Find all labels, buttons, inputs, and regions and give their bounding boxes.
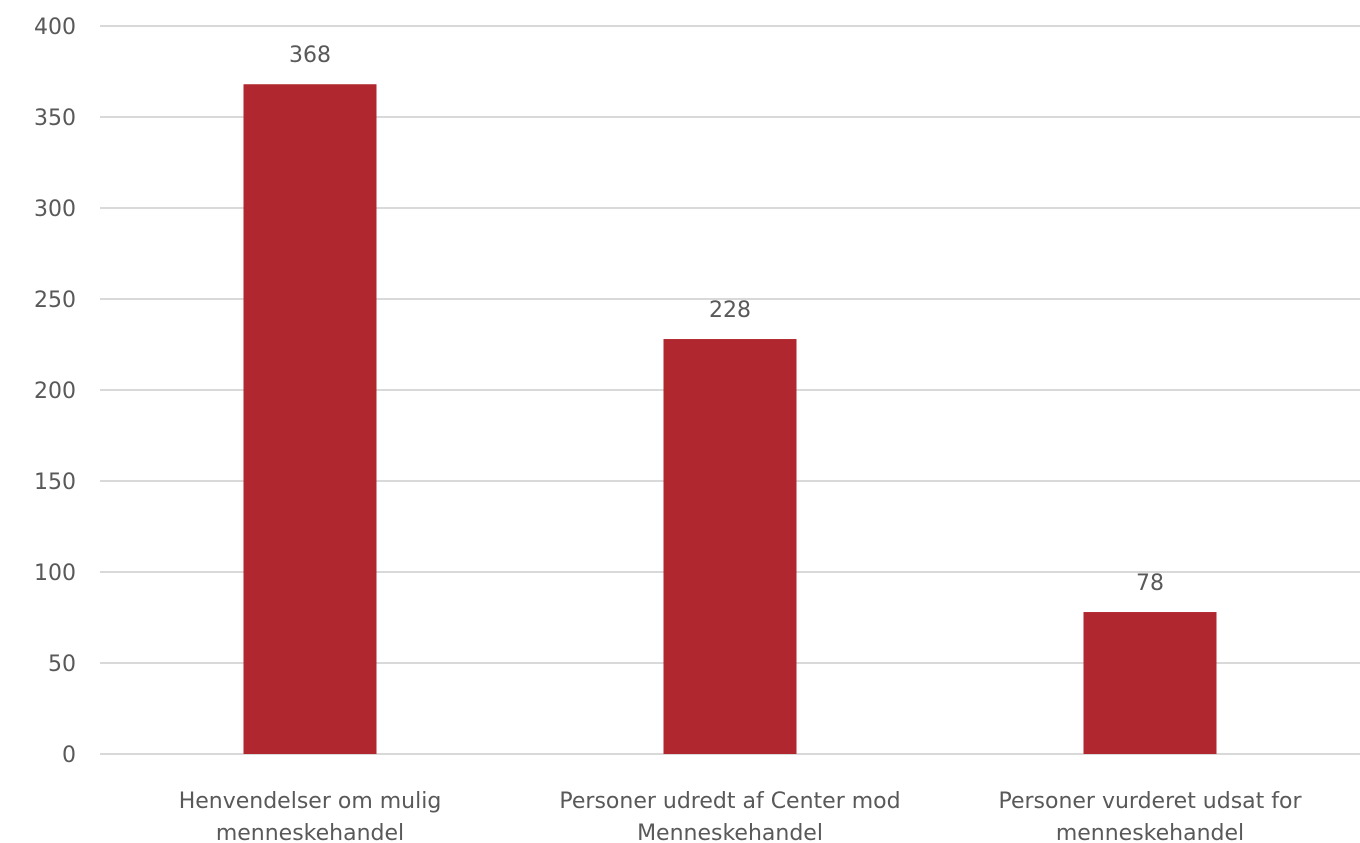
x-category-label: menneskehandel	[216, 821, 404, 843]
data-label: 78	[1136, 571, 1164, 596]
y-tick-label: 50	[48, 652, 76, 677]
bars	[243, 84, 1217, 755]
x-axis-category-labels: Henvendelser om mulig menneskehandel Perso…	[179, 789, 1303, 843]
y-tick-label: 100	[34, 561, 76, 586]
y-axis-tick-labels: 0 50 100 150 200 250 300 350 400	[34, 15, 76, 768]
y-tick-label: 150	[34, 470, 76, 495]
bar	[1083, 612, 1217, 754]
y-tick-label: 200	[34, 379, 76, 404]
data-label: 368	[289, 43, 331, 68]
y-tick-label: 250	[34, 288, 76, 313]
x-category-label: menneskehandel	[1056, 821, 1244, 843]
data-label: 228	[709, 298, 751, 323]
bar	[243, 84, 377, 755]
x-category-label: Henvendelser om mulig	[179, 789, 442, 814]
x-category-label: Menneskehandel	[637, 821, 823, 843]
x-category-label: Personer udredt af Center mod	[559, 789, 900, 814]
x-category-label: Personer vurderet udsat for	[998, 789, 1302, 814]
y-tick-label: 300	[34, 197, 76, 222]
y-tick-label: 400	[34, 15, 76, 40]
bar	[663, 339, 797, 754]
y-tick-label: 350	[34, 106, 76, 131]
data-labels: 368 228 78	[289, 43, 1164, 596]
y-tick-label: 0	[62, 743, 76, 768]
